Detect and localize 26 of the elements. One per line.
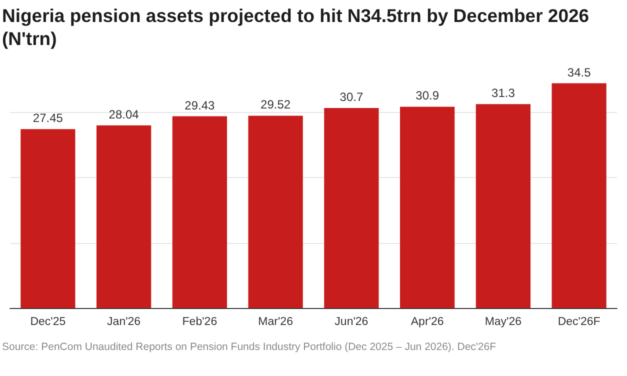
x-tick-label: Apr'26 (410, 316, 444, 328)
chart-title: Nigeria pension assets projected to hit N34.5trn by December 2026 (N'trn) (2, 4, 590, 50)
data-label: 29.52 (260, 98, 291, 112)
x-tick-label: Dec'26F (558, 316, 600, 328)
data-label: 31.3 (492, 86, 516, 100)
x-tick-label: Feb'26 (182, 316, 218, 328)
data-label: 30.9 (416, 88, 440, 103)
x-tick-label: Jan'26 (107, 316, 141, 328)
x-tick-label: May'26 (484, 316, 522, 328)
x-tick-label: Jun'26 (334, 316, 368, 328)
data-label: 30.7 (340, 90, 364, 104)
bar (172, 116, 228, 308)
bar (324, 108, 379, 308)
bar (96, 125, 152, 308)
data-label: 28.04 (108, 107, 140, 122)
data-label: 34.5 (567, 65, 592, 80)
bar (476, 104, 531, 308)
bar (248, 116, 303, 308)
data-label: 29.43 (184, 98, 216, 112)
x-tick-label: Mar'26 (258, 316, 293, 328)
bar (552, 83, 606, 308)
bar (400, 106, 455, 308)
x-tick-label: Dec'25 (30, 316, 66, 328)
bar (20, 129, 76, 308)
data-label: 27.45 (32, 111, 64, 126)
source-note: Source: PenCom Unaudited Reports on Pension Funds Industry Portfolio (Dec 2025 – Jun 2026). Dec'26F (2, 341, 498, 354)
